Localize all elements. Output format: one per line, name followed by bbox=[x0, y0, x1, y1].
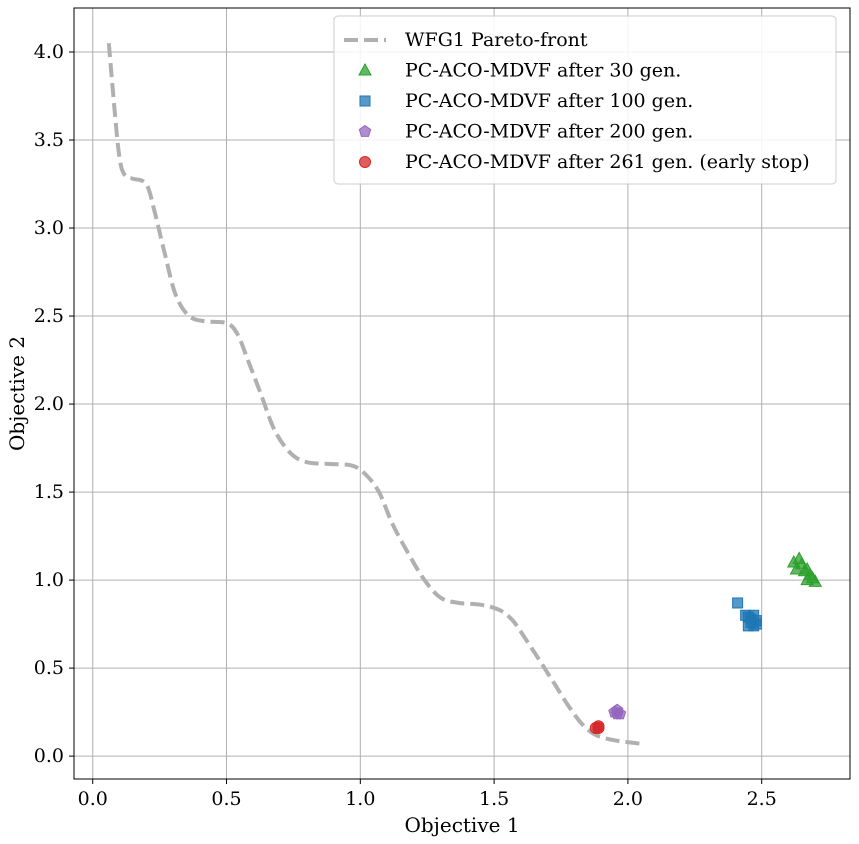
legend-swatch-marker bbox=[358, 62, 372, 76]
data-point-series-0 bbox=[808, 574, 823, 587]
legend-swatch-marker bbox=[359, 156, 371, 168]
data-point-series-2 bbox=[610, 703, 624, 716]
y-tick-label: 2.5 bbox=[34, 305, 64, 327]
x-tick-label: 0.5 bbox=[211, 788, 241, 810]
legend-label: PC-ACO-MDVF after 100 gen. bbox=[405, 90, 693, 112]
legend-label: PC-ACO-MDVF after 261 gen. (early stop) bbox=[405, 151, 810, 173]
legend: WFG1 Pareto-front PC-ACO-MDVF after 30 ge… bbox=[333, 15, 837, 185]
legend-swatch-marker bbox=[358, 124, 372, 137]
legend-label: PC-ACO-MDVF after 30 gen. bbox=[405, 60, 681, 82]
y-axis-label: Objective 2 bbox=[5, 336, 29, 451]
legend-entries: WFG1 Pareto-front PC-ACO-MDVF after 30 ge… bbox=[344, 29, 810, 173]
data-point-series-1 bbox=[742, 620, 754, 632]
y-tick-label: 2.0 bbox=[34, 393, 64, 415]
y-tick-label: 4.0 bbox=[34, 41, 64, 63]
x-tick-label: 1.5 bbox=[479, 788, 509, 810]
y-axis-ticks: 0.0 0.5 1.0 1.5 2.0 2.5 3.0 3.5 4.0 bbox=[34, 41, 74, 767]
y-tick-label: 0.5 bbox=[34, 657, 64, 679]
data-points-layer bbox=[589, 551, 823, 734]
x-tick-label: 1.0 bbox=[345, 788, 375, 810]
legend-swatch-marker bbox=[359, 95, 371, 107]
plot-frame bbox=[73, 7, 851, 780]
pareto-front-curve bbox=[106, 43, 642, 746]
x-tick-label: 0.0 bbox=[78, 788, 108, 810]
y-tick-label: 1.0 bbox=[34, 569, 64, 591]
y-tick-label: 0.0 bbox=[34, 745, 64, 767]
legend-label: WFG1 Pareto-front bbox=[405, 29, 588, 51]
legend-label: PC-ACO-MDVF after 200 gen. bbox=[405, 121, 693, 143]
y-tick-label: 3.5 bbox=[34, 129, 64, 151]
y-tick-label: 1.5 bbox=[34, 481, 64, 503]
legend-box bbox=[333, 15, 837, 185]
x-axis-label: Objective 1 bbox=[404, 813, 519, 837]
data-point-series-3 bbox=[592, 721, 605, 734]
y-tick-label: 3.0 bbox=[34, 217, 64, 239]
x-axis-ticks: 0.0 0.5 1.0 1.5 2.0 2.5 bbox=[78, 779, 777, 810]
x-tick-label: 2.0 bbox=[613, 788, 643, 810]
data-point-series-1 bbox=[732, 597, 744, 609]
x-tick-label: 2.5 bbox=[747, 788, 777, 810]
pareto-front-layer bbox=[106, 43, 642, 746]
